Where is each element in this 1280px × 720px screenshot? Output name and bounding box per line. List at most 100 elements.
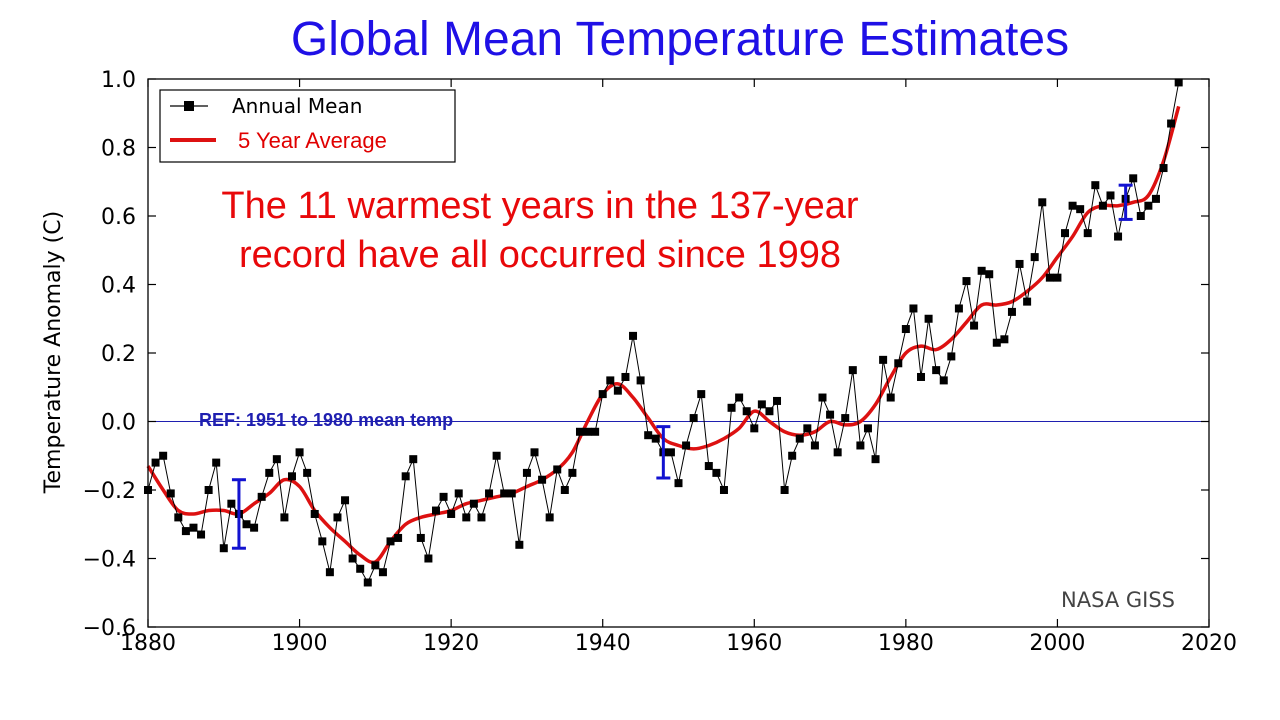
annual-mean-point [886, 393, 895, 402]
annual-mean-point [1129, 174, 1138, 183]
annual-mean-point [409, 455, 418, 464]
annual-mean-point [1167, 119, 1176, 128]
annual-mean-point [735, 393, 744, 402]
annotation-line-1: The 11 warmest years in the 137-year [221, 185, 858, 227]
annual-mean-point [575, 427, 584, 436]
annual-mean-point [719, 486, 728, 494]
annual-mean-point [386, 537, 395, 546]
annual-mean-point [727, 403, 736, 412]
annual-mean-point [947, 352, 956, 361]
annual-mean-point [1015, 259, 1024, 268]
annual-mean-point [1000, 335, 1009, 344]
annual-mean-point [500, 489, 509, 498]
legend-annual-label: Annual Mean [232, 94, 362, 118]
annual-mean-point [591, 427, 600, 436]
annual-mean-point [901, 325, 910, 334]
legend-annual-marker [184, 101, 194, 111]
annual-mean-point [318, 537, 327, 546]
y-tick-label: 0.6 [101, 205, 136, 230]
annual-mean-point [272, 455, 281, 464]
annual-mean-point [977, 266, 986, 275]
annual-mean-point [553, 465, 562, 474]
annual-mean-point [356, 564, 365, 573]
annual-mean-point [818, 393, 827, 402]
annual-mean-point [462, 513, 471, 522]
y-tick-label: 0.2 [101, 342, 136, 367]
annual-mean-point [310, 509, 319, 518]
annual-mean-point [530, 448, 539, 457]
annual-mean-point [219, 544, 228, 553]
annual-mean-point [780, 486, 789, 494]
annual-mean-point [613, 386, 622, 395]
x-tick-label: 1980 [878, 631, 934, 656]
annual-mean-point [750, 424, 759, 433]
annual-mean-point [174, 513, 183, 522]
annual-mean-point [242, 520, 251, 529]
annual-mean-point [151, 458, 160, 467]
error-bar [656, 425, 671, 480]
annual-mean-point [568, 468, 577, 477]
chart-title: Global Mean Temperature Estimates [290, 13, 1070, 66]
annual-mean-point [757, 400, 766, 409]
annual-mean-point [621, 372, 630, 381]
y-tick-label: −0.2 [83, 479, 136, 504]
annual-mean-point [197, 530, 206, 539]
annual-mean-point [363, 578, 372, 587]
annual-mean-point [833, 448, 842, 457]
annual-mean-point [1068, 201, 1077, 210]
y-tick-label: −0.4 [83, 548, 136, 573]
annual-mean-point [810, 441, 819, 450]
annual-mean-point [189, 523, 198, 532]
annual-mean-point [1061, 229, 1070, 238]
x-tick-label: 1900 [272, 631, 328, 656]
legend-average-label: 5 Year Average [238, 128, 387, 153]
source-label: NASA GISS [1061, 588, 1175, 612]
annual-mean-point [674, 479, 683, 488]
annual-mean-point [538, 475, 547, 484]
error-bar [231, 478, 246, 550]
annual-mean-point [1106, 191, 1115, 200]
annual-mean-point [742, 407, 751, 416]
annual-mean-point [598, 390, 607, 399]
annual-mean-point [1091, 181, 1100, 190]
annual-mean-point [939, 376, 948, 385]
x-tick-label: 1880 [120, 631, 176, 656]
annual-mean-point [181, 527, 190, 536]
annual-mean-point [697, 390, 706, 399]
annual-mean-point [454, 489, 463, 498]
y-tick-label: −0.6 [83, 616, 136, 641]
annual-mean-point [985, 270, 994, 279]
annual-mean-point [826, 410, 835, 419]
annual-mean-point [773, 396, 782, 405]
annual-mean-point [917, 372, 926, 381]
annual-mean-point [651, 434, 660, 443]
annual-mean-point [333, 513, 342, 522]
x-tick-label: 1920 [423, 631, 479, 656]
annual-mean-point [401, 472, 410, 481]
annual-mean-point [416, 533, 425, 542]
annual-mean-point [280, 513, 289, 522]
annual-mean-point [841, 414, 850, 423]
annual-mean-point [1083, 229, 1092, 238]
five-year-average-line [146, 105, 1181, 565]
x-tick-label: 1940 [575, 631, 631, 656]
annual-mean-point [348, 554, 357, 563]
annual-mean-point [856, 441, 865, 450]
annual-mean-point [295, 448, 304, 457]
annual-mean-point [803, 424, 812, 433]
x-tick-label: 1960 [726, 631, 782, 656]
annual-mean-point [765, 407, 774, 416]
annotation-line-2: record have all occurred since 1998 [239, 234, 841, 276]
annual-mean-point [439, 492, 448, 501]
legend-box [159, 89, 456, 163]
annual-mean-point [431, 506, 440, 515]
annual-mean-point [394, 533, 403, 542]
annual-mean-point [560, 486, 569, 494]
annual-mean-point [871, 455, 880, 464]
annual-mean-point [227, 499, 236, 508]
annual-mean-point [447, 509, 456, 518]
annual-mean-point [477, 513, 486, 522]
annual-mean-point [522, 468, 531, 477]
annual-mean-point [507, 489, 516, 498]
